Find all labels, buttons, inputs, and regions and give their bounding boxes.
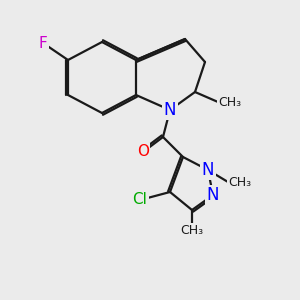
Text: CH₃: CH₃ bbox=[180, 224, 204, 236]
Text: N: N bbox=[202, 161, 214, 179]
Text: O: O bbox=[137, 145, 149, 160]
Text: CH₃: CH₃ bbox=[228, 176, 251, 188]
Text: CH₃: CH₃ bbox=[218, 95, 241, 109]
Text: F: F bbox=[39, 35, 47, 50]
Text: N: N bbox=[164, 101, 176, 119]
Text: Cl: Cl bbox=[133, 193, 147, 208]
Text: N: N bbox=[207, 186, 219, 204]
